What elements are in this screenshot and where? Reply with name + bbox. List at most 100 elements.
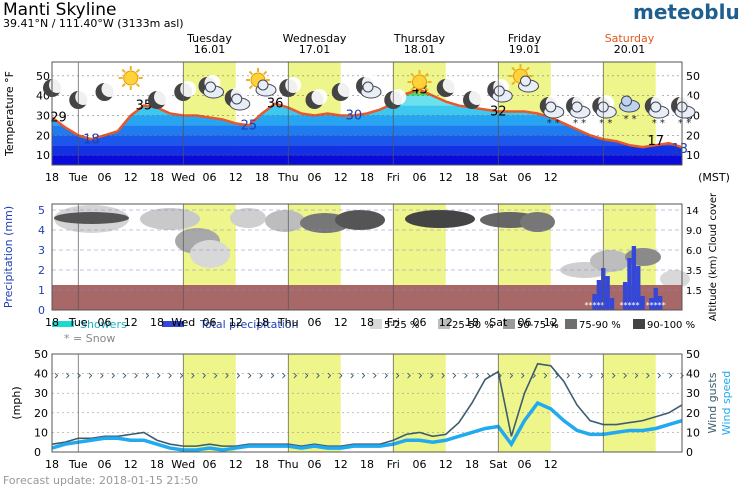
legend-swatch-total bbox=[162, 321, 184, 327]
moon-snow-icon: * * bbox=[592, 95, 617, 129]
altitude-tick-label: 6.0 bbox=[686, 246, 702, 257]
x-tick-label: 06 bbox=[308, 316, 322, 329]
legend-cloud-cover: 90-100 % bbox=[647, 320, 695, 331]
sun-ray bbox=[248, 70, 254, 76]
wind-direction-arrow: › bbox=[634, 369, 639, 384]
temp-band bbox=[52, 125, 682, 136]
sun-ray bbox=[135, 68, 140, 74]
day-header-name: Saturday bbox=[605, 32, 655, 45]
day-header-name: Thursday bbox=[393, 32, 446, 45]
x-tick-label: Wed bbox=[171, 171, 195, 184]
moon-icon bbox=[331, 81, 354, 101]
cloud-cover-blob bbox=[405, 210, 475, 228]
wind-direction-arrow: › bbox=[611, 369, 616, 384]
wind-direction-arrow: › bbox=[532, 369, 537, 384]
snow-flakes: * * bbox=[624, 114, 637, 125]
x-tick-label: 18 bbox=[45, 316, 59, 329]
cloud-snow-icon: * * bbox=[619, 95, 640, 125]
x-tick-label: 18 bbox=[360, 171, 374, 184]
wind-direction-arrow: › bbox=[588, 369, 593, 384]
snow-marker-label: ***** bbox=[585, 301, 605, 310]
wind-direction-arrow: › bbox=[623, 369, 628, 384]
sun-ray bbox=[525, 66, 530, 72]
precip-bar bbox=[596, 280, 602, 310]
wind-axis-label: (mph) bbox=[10, 386, 23, 419]
x-tick-label: 12 bbox=[124, 171, 138, 184]
x-tick-label: Tue bbox=[68, 316, 88, 329]
x-tick-label: 06 bbox=[98, 458, 112, 471]
moon-cutout bbox=[337, 81, 354, 97]
wind-direction-arrow: › bbox=[259, 369, 264, 384]
sun-icon bbox=[407, 70, 432, 94]
wind-tick-label: 0 bbox=[34, 446, 41, 459]
moon-snow-icon: * * bbox=[566, 95, 591, 129]
precip-bar bbox=[649, 298, 654, 310]
day-header-name: Wednesday bbox=[283, 32, 347, 45]
x-tick-label: 18 bbox=[150, 171, 164, 184]
panel-frame bbox=[51, 353, 683, 453]
moon-icon bbox=[69, 89, 92, 109]
precip-bar bbox=[636, 266, 641, 310]
x-tick-label: 18 bbox=[465, 171, 479, 184]
moon-snow-icon: * * bbox=[671, 95, 696, 129]
daylight-band bbox=[183, 354, 236, 452]
precip-bar bbox=[622, 282, 628, 310]
cloud-puff bbox=[257, 79, 269, 91]
temp-value-label: 35 bbox=[136, 99, 153, 114]
precip-bar bbox=[627, 258, 632, 310]
wind-speed-axis-label: Wind speed bbox=[720, 371, 733, 435]
wind-direction-arrow: › bbox=[463, 369, 468, 384]
cloud-puff bbox=[571, 101, 583, 113]
x-tick-label: 12 bbox=[439, 171, 453, 184]
brand-logo[interactable]: meteoblue bbox=[633, 0, 740, 24]
wind-direction-arrow: › bbox=[395, 369, 400, 384]
wind-tick-label: 10 bbox=[34, 426, 48, 439]
panel-frame bbox=[51, 203, 683, 311]
moon-icon bbox=[95, 81, 118, 101]
legend-snow: * = Snow bbox=[64, 332, 115, 345]
cloud-puff bbox=[231, 93, 243, 105]
moon-cloud-icon bbox=[487, 79, 513, 103]
moon-cutout bbox=[101, 81, 118, 97]
temp-tick-label: 10 bbox=[36, 149, 50, 162]
sun-ray bbox=[424, 86, 429, 92]
legend-swatch-cloud bbox=[370, 319, 382, 329]
moon-snow-icon: * * bbox=[644, 95, 670, 129]
temp-tick-label-right: 20 bbox=[686, 129, 700, 142]
precip-bar bbox=[631, 246, 637, 310]
wind-direction-arrow: › bbox=[111, 369, 116, 384]
moon-cutout bbox=[154, 89, 170, 105]
snow-flakes: * * bbox=[573, 118, 586, 129]
wind-direction-arrow: › bbox=[509, 369, 514, 384]
wind-tick-label-right: 10 bbox=[686, 426, 700, 439]
wind-direction-arrow: › bbox=[645, 369, 650, 384]
wind-direction-arrow: › bbox=[247, 369, 252, 384]
snow-marker-label: ***** bbox=[620, 301, 640, 310]
forecast-update: Forecast update: 2018-01-15 21:50 bbox=[3, 474, 199, 487]
cloud-puff bbox=[362, 81, 374, 93]
precip-tick-label: 1 bbox=[38, 284, 45, 297]
x-tick-label: Sat bbox=[489, 458, 508, 471]
x-tick-label: 06 bbox=[413, 316, 427, 329]
x-tick-label: 12 bbox=[439, 458, 453, 471]
x-tick-label: 18 bbox=[45, 458, 59, 471]
x-tick-label: 12 bbox=[334, 316, 348, 329]
wind-direction-arrow: › bbox=[88, 369, 93, 384]
temp-axis-label: Temperature °F bbox=[3, 71, 16, 157]
wind-direction-arrow: › bbox=[327, 369, 332, 384]
temp-value-label: 36 bbox=[267, 97, 284, 112]
moon-cloud-icon bbox=[356, 75, 382, 99]
x-tick-label: 12 bbox=[124, 316, 138, 329]
precip-bar bbox=[653, 288, 658, 310]
x-tick-label: 12 bbox=[229, 458, 243, 471]
sun-cloud-icon bbox=[246, 68, 277, 97]
panel-frame bbox=[51, 61, 683, 166]
snow-flakes: * * bbox=[652, 118, 665, 129]
x-tick-label: 06 bbox=[518, 316, 532, 329]
legend-swatch-cloud bbox=[503, 319, 515, 329]
sun-disc bbox=[123, 70, 139, 86]
wind-direction-arrow: › bbox=[554, 369, 559, 384]
temp-tick-label: 30 bbox=[36, 109, 50, 122]
wind-direction-arrow: › bbox=[179, 369, 184, 384]
sun-ray bbox=[262, 70, 268, 76]
